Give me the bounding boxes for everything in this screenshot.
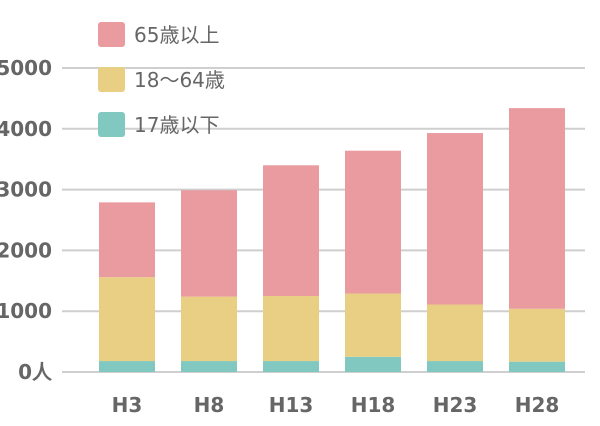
- legend-label: 65歳以上: [134, 23, 219, 47]
- x-category-label: H13: [269, 393, 314, 417]
- legend-swatch: [98, 22, 125, 47]
- x-category-label: H18: [351, 393, 396, 417]
- bar-segment-H28-series-0: [509, 361, 565, 372]
- x-category-label: H3: [112, 393, 143, 417]
- bar-segment-H3-series-0: [99, 361, 155, 372]
- bar-segment-H28-series-2: [509, 108, 565, 309]
- x-axis-category-labels: H3 H8 H13 H18 H23 H28: [112, 393, 560, 417]
- bar-segment-H23-series-0: [427, 361, 483, 372]
- bar-segment-H23-series-2: [427, 133, 483, 305]
- y-tick-label: 1000: [0, 299, 52, 323]
- bar-segment-H3-series-1: [99, 277, 155, 362]
- y-tick-label: 3000: [0, 178, 52, 202]
- legend-label: 17歳以下: [134, 113, 219, 137]
- y-tick-label: 5000: [0, 56, 52, 80]
- x-category-label: H23: [433, 393, 478, 417]
- bar-segment-H23-series-1: [427, 304, 483, 362]
- bar-segment-H8-series-1: [181, 296, 237, 362]
- y-tick-label: 4000: [0, 117, 52, 141]
- legend-swatch: [98, 67, 125, 92]
- bar-segment-H3-series-2: [99, 202, 155, 278]
- legend-label: 18〜64歳: [134, 68, 225, 92]
- bar-segment-H13-series-2: [263, 165, 319, 296]
- bar-segment-H18-series-1: [345, 293, 401, 357]
- bar-segment-H13-series-0: [263, 361, 319, 372]
- x-category-label: H28: [515, 393, 560, 417]
- bar-segment-H8-series-0: [181, 361, 237, 372]
- bar-segment-H18-series-0: [345, 356, 401, 372]
- y-tick-label: 0人: [18, 360, 53, 384]
- bars: [99, 108, 565, 372]
- bar-segment-H13-series-1: [263, 296, 319, 362]
- bar-segment-H18-series-2: [345, 150, 401, 294]
- y-tick-label: 2000: [0, 238, 52, 262]
- legend: 65歳以上 18〜64歳 17歳以下: [98, 22, 225, 137]
- y-axis-tick-labels: 0人 1000 2000 3000 4000 5000: [0, 56, 53, 384]
- x-category-label: H8: [194, 393, 225, 417]
- bar-segment-H28-series-1: [509, 308, 565, 362]
- bar-segment-H8-series-2: [181, 190, 237, 297]
- legend-swatch: [98, 112, 125, 137]
